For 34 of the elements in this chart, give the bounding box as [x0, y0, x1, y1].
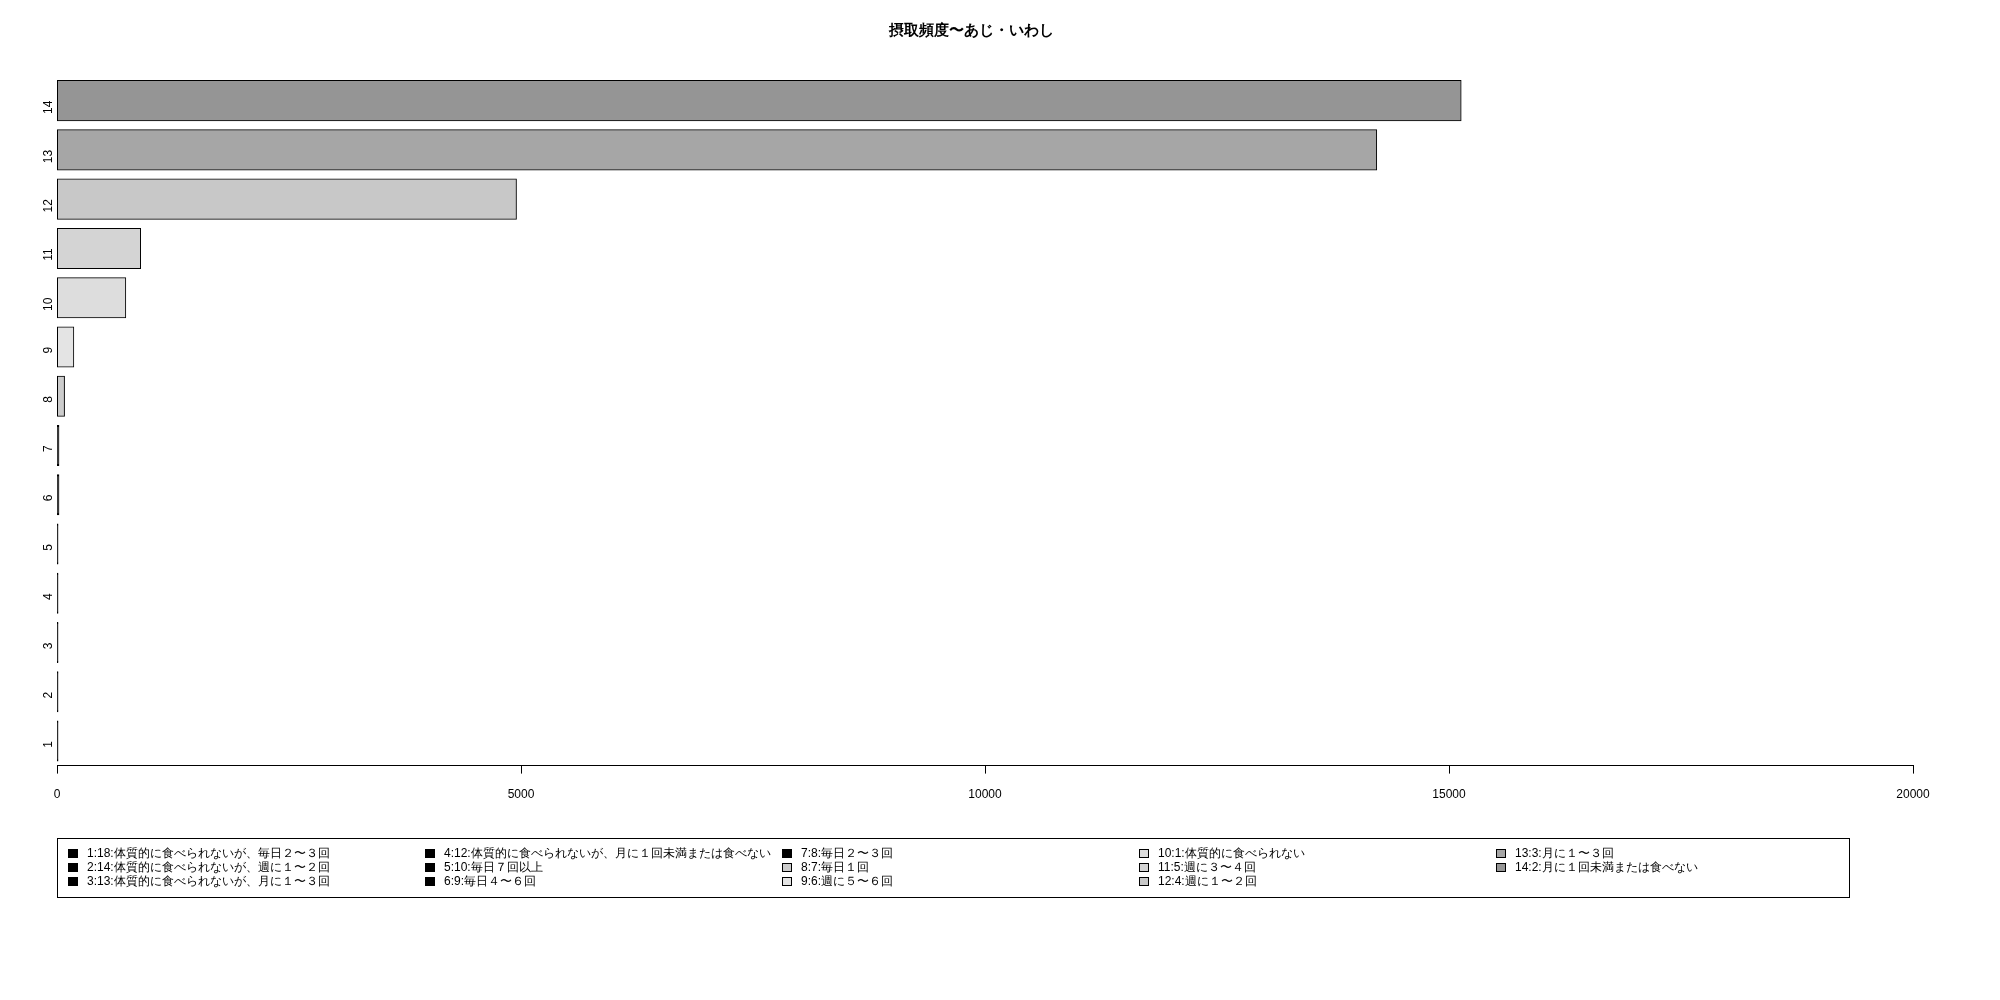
legend-label: 10:1:体質的に食べられない [1158, 846, 1305, 860]
y-tick-label: 14 [41, 100, 56, 114]
legend-label: 11:5:週に３〜４回 [1158, 860, 1256, 874]
x-tick-label: 0 [53, 787, 61, 802]
legend-label: 3:13:体質的に食べられないが、月に１〜３回 [87, 874, 330, 888]
x-tick-label: 20000 [1896, 787, 1931, 802]
y-tick-label: 3 [41, 642, 56, 650]
y-tick-label: 4 [41, 592, 56, 600]
x-tick-label: 10000 [968, 787, 1003, 802]
legend-label: 8:7:毎日１回 [801, 860, 870, 874]
legend-label: 5:10:毎日７回以上 [444, 860, 543, 874]
y-tick-label: 8 [41, 395, 56, 403]
legend-label: 9:6:週に５〜６回 [801, 874, 894, 888]
y-tick-label: 9 [41, 346, 56, 354]
y-tick-label: 12 [41, 198, 56, 213]
legend-label: 4:12:体質的に食べられないが、月に１回未満または食べない [444, 846, 771, 860]
y-tick-label: 6 [41, 494, 56, 502]
x-tick-label: 15000 [1432, 787, 1467, 802]
y-tick-label: 11 [41, 248, 56, 261]
y-tick-label: 2 [41, 691, 56, 699]
legend-label: 2:14:体質的に食べられないが、週に１〜２回 [87, 860, 330, 874]
x-tick-label: 5000 [507, 787, 535, 802]
y-tick-label: 7 [41, 445, 56, 453]
legend-label: 12:4:週に１〜２回 [1158, 874, 1257, 888]
y-tick-label: 10 [41, 297, 56, 312]
legend-label: 7:8:毎日２〜３回 [801, 846, 894, 860]
y-tick-label: 1 [41, 740, 56, 748]
y-tick-label: 13 [41, 149, 56, 164]
legend-label: 14:2:月に１回未満または食べない [1515, 860, 1698, 874]
legend-label: 6:9:毎日４〜６回 [444, 874, 537, 888]
legend-label: 13:3:月に１〜３回 [1515, 846, 1614, 860]
legend-label: 1:18:体質的に食べられないが、毎日２〜３回 [87, 846, 330, 860]
y-tick-label: 5 [41, 543, 56, 551]
chart-title: 摂取頻度〜あじ・いわし [888, 21, 1054, 39]
